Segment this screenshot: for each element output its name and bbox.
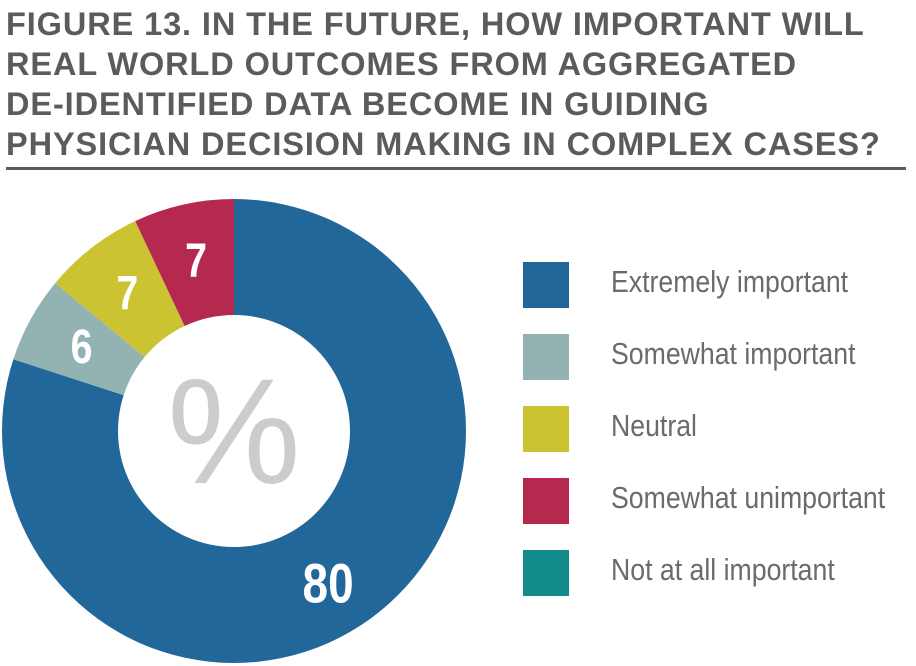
donut-slice-somewhat-important — [13, 283, 145, 396]
legend-swatch — [523, 406, 569, 452]
legend-item: Not at all important — [523, 550, 913, 596]
legend-label: Somewhat important — [611, 336, 856, 371]
center-percent-label: % — [167, 347, 300, 515]
donut-slice-somewhat-unimportant — [135, 199, 234, 327]
legend-label: Extremely important — [611, 264, 849, 299]
legend-swatch — [523, 550, 569, 596]
legend-item: Somewhat important — [523, 334, 913, 380]
donut-slice-neutral — [55, 221, 185, 358]
legend-label: Somewhat unimportant — [611, 480, 886, 515]
title-line: PHYSICIAN DECISION MAKING IN COMPLEX CAS… — [6, 126, 881, 162]
chart-title: FIGURE 13. IN THE FUTURE, HOW IMPORTANT … — [6, 4, 906, 164]
title-divider — [6, 167, 906, 170]
data-label: 7 — [185, 234, 207, 288]
title-line: DE-IDENTIFIED DATA BECOME IN GUIDING — [6, 86, 710, 122]
legend-item: Extremely important — [523, 262, 913, 308]
title-line: REAL WORLD OUTCOMES FROM AGGREGATED — [6, 46, 798, 82]
legend-label: Neutral — [611, 408, 697, 443]
donut-slice-extremely-important — [1, 199, 467, 663]
legend-swatch — [523, 334, 569, 380]
legend-label: Not at all important — [611, 552, 835, 587]
legend-swatch — [523, 262, 569, 308]
data-label: 80 — [303, 552, 354, 614]
legend-item: Neutral — [523, 406, 913, 452]
title-line: FIGURE 13. IN THE FUTURE, HOW IMPORTANT … — [6, 6, 865, 42]
data-label: 7 — [116, 267, 138, 321]
legend-item: Somewhat unimportant — [523, 478, 913, 524]
legend-swatch — [523, 478, 569, 524]
data-label: 6 — [71, 320, 93, 374]
